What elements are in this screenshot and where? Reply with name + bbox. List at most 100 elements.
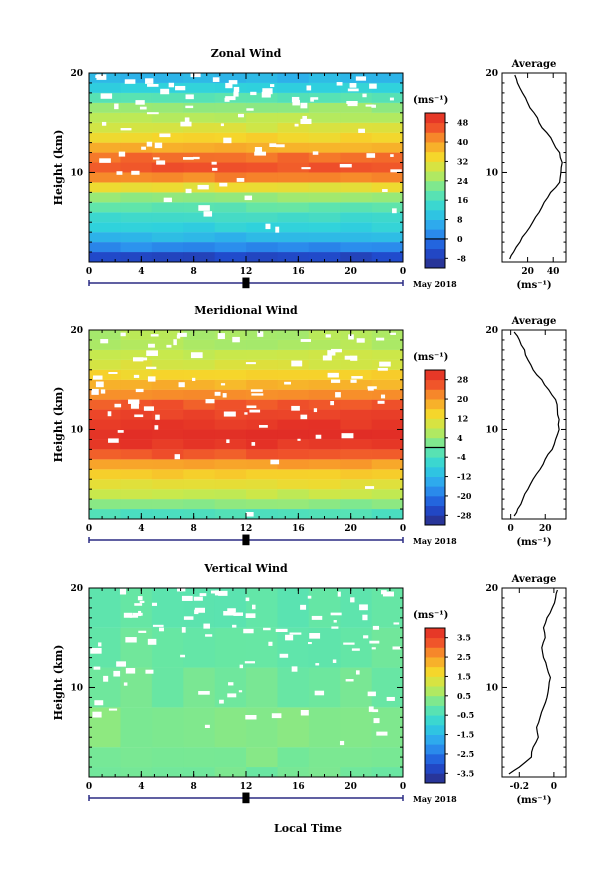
- heatmap-cell: [246, 252, 278, 262]
- heatmap-cell: [214, 459, 247, 470]
- heatmap-cell: [214, 232, 247, 243]
- colorbar-tick-label: -4: [457, 452, 466, 462]
- missing-data-cell: [123, 682, 128, 686]
- missing-data-cell: [307, 641, 312, 645]
- missing-data-cell: [315, 663, 320, 666]
- missing-data-cell: [160, 88, 170, 95]
- colorbar-bin: [425, 209, 445, 220]
- missing-data-cell: [310, 98, 314, 102]
- heatmap-cell: [151, 192, 184, 203]
- missing-data-cell: [134, 603, 143, 606]
- heatmap-cell: [89, 192, 121, 203]
- colorbar-tick-label: -20: [457, 491, 472, 501]
- heatmap-cell: [151, 102, 184, 113]
- colorbar-bin: [425, 389, 445, 400]
- y-axis-label: Height (km): [52, 130, 65, 206]
- heatmap-cell: [340, 330, 373, 340]
- heatmap-cell: [371, 509, 404, 519]
- heatmap-cell: [308, 767, 341, 777]
- heatmap-cell: [183, 359, 216, 370]
- heatmap-cell: [183, 419, 216, 430]
- missing-data-cell: [390, 154, 394, 157]
- missing-data-cell: [108, 438, 119, 443]
- colorbar: 48 40 32 24 16 8 0 -8: [424, 112, 469, 269]
- missing-data-cell: [262, 88, 273, 95]
- heatmap-cell: [151, 232, 184, 243]
- colorbar-bin: [425, 238, 445, 250]
- heatmap-cell: [183, 459, 216, 470]
- missing-data-cell: [93, 375, 103, 380]
- missing-data: [95, 73, 402, 233]
- missing-data-cell: [327, 372, 339, 378]
- heatmap-cell: [214, 202, 247, 213]
- x-tick-label: 12: [240, 524, 253, 534]
- heatmap-cell: [89, 747, 121, 768]
- colorbar-tick-label: 32: [457, 156, 468, 166]
- heatmap-cell: [89, 389, 121, 400]
- missing-data-cell: [226, 439, 230, 444]
- missing-data-cell: [224, 97, 230, 102]
- y-axis-label: Height (km): [52, 645, 65, 721]
- profile-y-tick-label: 10: [485, 425, 498, 435]
- panel-title: Vertical Wind: [203, 562, 288, 575]
- colorbar-bin: [425, 151, 445, 162]
- missing-data-cell: [300, 709, 309, 716]
- heatmap-cell: [308, 192, 341, 203]
- heatmap-cell: [183, 499, 216, 510]
- x-tick-label: 16: [292, 267, 305, 277]
- missing-data-cell: [285, 634, 294, 641]
- missing-data-cell: [366, 153, 376, 158]
- missing-data-cell: [203, 211, 213, 217]
- heatmap-cell: [89, 82, 121, 93]
- heatmap-cell: [371, 142, 404, 153]
- heatmap-cell: [340, 242, 373, 253]
- x-axis-label: Local Time: [274, 822, 342, 835]
- missing-data-cell: [236, 177, 245, 182]
- missing-data-cell: [297, 438, 301, 441]
- heatmap-cell: [214, 330, 247, 340]
- missing-data-cell: [138, 630, 147, 633]
- missing-data-cell: [192, 156, 200, 160]
- heatmap-cell: [371, 767, 404, 777]
- missing-data-cell: [141, 146, 146, 150]
- heatmap-cell: [151, 212, 184, 223]
- missing-data-cell: [350, 379, 357, 383]
- missing-data-cell: [113, 670, 121, 677]
- heatmap-cell: [277, 112, 310, 123]
- colorbar-tick-label: 0: [457, 234, 463, 244]
- heatmap-cell: [120, 202, 153, 213]
- heatmap-cell: [371, 222, 404, 233]
- colorbar-frame: [424, 627, 446, 784]
- missing-data-cell: [373, 718, 380, 724]
- missing-data-cell: [265, 223, 271, 230]
- heatmap-cell: [151, 330, 184, 340]
- colorbar-tick-label: 0.5: [457, 691, 471, 701]
- missing-data-cell: [275, 628, 288, 633]
- heatmap-cell: [120, 92, 153, 103]
- missing-data-cell: [155, 414, 160, 420]
- heatmap-cell: [308, 509, 341, 519]
- colorbar-bin: [425, 200, 445, 211]
- colorbar-tick-label: 12: [457, 413, 468, 423]
- heatmap-cell: [308, 459, 341, 470]
- colorbar-tick-label: -28: [457, 510, 472, 520]
- colorbar-bin: [425, 724, 445, 735]
- heatmap-cell: [246, 359, 278, 370]
- colorbar-bin: [425, 744, 445, 755]
- heatmap-cell: [308, 439, 341, 450]
- heatmap-cell: [340, 172, 373, 183]
- heatmap-cell: [120, 747, 153, 768]
- missing-data-cell: [132, 357, 144, 362]
- heatmap-cell: [277, 419, 310, 430]
- missing-data-cell: [181, 627, 186, 633]
- heatmap-cell: [214, 369, 247, 380]
- missing-data-cell: [291, 666, 298, 672]
- missing-data-cell: [156, 160, 166, 165]
- heatmap-cell: [246, 242, 278, 253]
- missing-data-cell: [138, 610, 142, 617]
- heatmap-cell: [214, 242, 247, 253]
- colorbar-tick-label: 28: [457, 375, 469, 385]
- missing-data-cell: [311, 615, 323, 620]
- profile-panel: Average 10 20 20 40 (ms⁻¹): [485, 59, 567, 291]
